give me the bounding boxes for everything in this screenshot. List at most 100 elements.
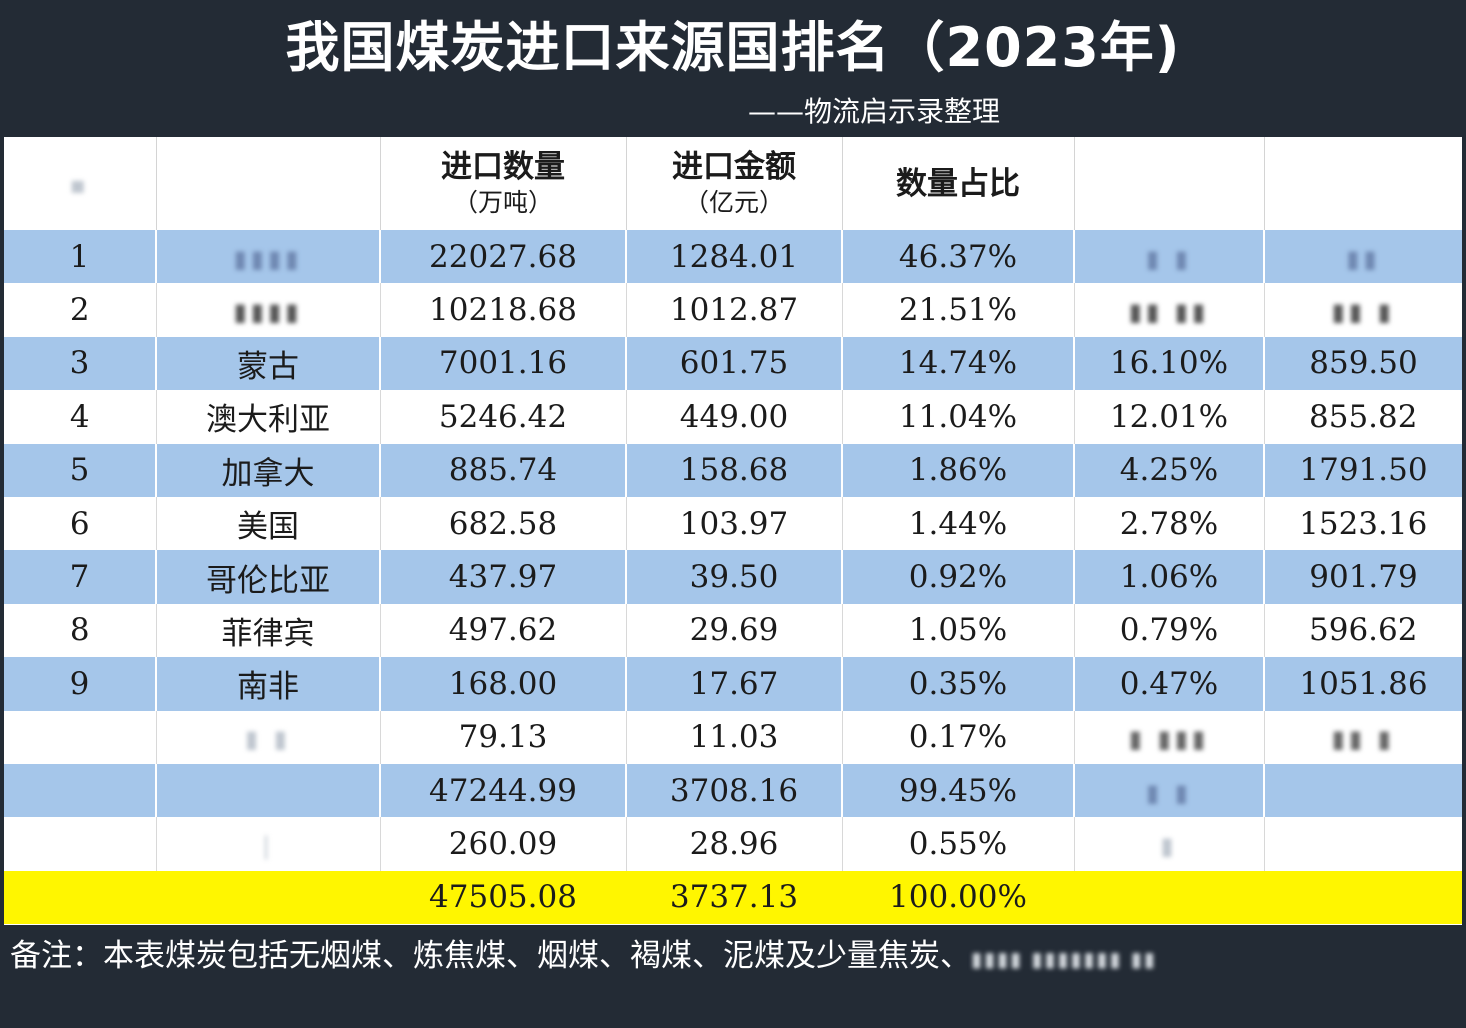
- col6-cell: 1.06%: [1073, 550, 1264, 604]
- col7-cell: 859.50: [1263, 336, 1462, 391]
- table-row: ▮ ▮ 79.13 11.03 0.17% ▮ ▮▮▮ ▮▮ ▮: [4, 710, 1462, 764]
- share-cell: 0.55%: [841, 817, 1074, 871]
- col7-cell: [1263, 817, 1462, 871]
- table-row: 6 美国 682.58 103.97 1.44% 2.78% 1523.16: [4, 496, 1462, 551]
- col7-cell: 855.82: [1263, 390, 1462, 444]
- col6-cell-redacted: ▮ ▮▮▮: [1073, 710, 1264, 764]
- table-row: 3 蒙古 7001.16 601.75 14.74% 16.10% 859.50: [4, 336, 1462, 391]
- country-cell: 南非: [155, 657, 380, 711]
- quantity-cell: 47244.99: [379, 763, 626, 818]
- share-cell: 0.35%: [841, 657, 1074, 711]
- amount-cell: 1284.01: [625, 230, 842, 284]
- rank-cell: [4, 763, 156, 818]
- page-title: 我国煤炭进口来源国排名（2023年): [285, 16, 1181, 79]
- total-label-cell: [156, 870, 380, 925]
- col7-cell: 901.79: [1263, 550, 1462, 604]
- country-cell-redacted: ▮▮▮▮: [155, 283, 380, 337]
- header-quantity-label: 进口数量: [441, 148, 565, 185]
- country-cell: 哥伦比亚: [155, 550, 380, 604]
- redacted-text: ▮: [1160, 831, 1178, 860]
- redacted-text: ▮▮ ▮: [1331, 298, 1395, 327]
- quantity-cell: 5246.42: [379, 390, 626, 444]
- col6-cell: 16.10%: [1073, 336, 1264, 391]
- redacted-text: ▮ ▮: [1145, 244, 1193, 273]
- rank-cell: 4: [4, 390, 156, 444]
- col7-cell: 1523.16: [1263, 496, 1462, 551]
- coal-import-table-container: ▪ 进口数量 （万吨） 进口金额 （亿元） 数量占比: [4, 137, 1462, 925]
- redacted-text: ▮▮: [1346, 244, 1381, 273]
- total-col6-cell: [1074, 870, 1264, 925]
- total-col7-cell: [1264, 870, 1462, 925]
- header-amount: 进口金额 （亿元）: [625, 137, 842, 230]
- rank-cell: 3: [4, 336, 156, 391]
- header-amount-label: 进口金额: [672, 148, 796, 185]
- total-row: 47505.08 3737.13 100.00%: [4, 870, 1462, 925]
- quantity-cell: 168.00: [379, 657, 626, 711]
- header-amount-unit: （亿元）: [683, 187, 784, 217]
- country-cell-redacted: |: [155, 817, 380, 871]
- table-row: 7 哥伦比亚 437.97 39.50 0.92% 1.06% 901.79: [4, 550, 1462, 604]
- country-cell: 澳大利亚: [155, 390, 380, 444]
- table-row: | 260.09 28.96 0.55% ▮: [4, 817, 1462, 871]
- amount-cell: 158.68: [625, 443, 842, 497]
- footnote-text: 备注：本表煤炭包括无烟煤、炼焦煤、烟煤、褐煤、泥煤及少量焦炭、: [10, 938, 971, 974]
- share-cell: 0.17%: [841, 710, 1074, 764]
- col6-cell: 2.78%: [1073, 496, 1264, 551]
- col6-cell: 12.01%: [1073, 390, 1264, 444]
- header-rank: ▪: [4, 137, 156, 230]
- share-cell: 1.86%: [841, 443, 1074, 497]
- quantity-cell: 437.97: [379, 550, 626, 604]
- col7-cell: 1051.86: [1263, 657, 1462, 711]
- col7-cell: 1791.50: [1263, 443, 1462, 497]
- quantity-cell: 497.62: [379, 603, 626, 658]
- col6-cell-redacted: ▮▮ ▮▮: [1073, 283, 1264, 337]
- col7-cell-redacted: ▮▮ ▮: [1263, 710, 1462, 764]
- header-share: 数量占比: [841, 137, 1074, 230]
- col6-cell-redacted: ▮ ▮: [1073, 763, 1264, 818]
- header-share-label: 数量占比: [896, 165, 1020, 202]
- header-col6: [1073, 137, 1264, 230]
- amount-cell: 3708.16: [625, 763, 842, 818]
- redacted-text: ▮▮▮▮: [233, 244, 303, 273]
- col6-cell: 0.79%: [1073, 603, 1264, 658]
- quantity-cell: 10218.68: [379, 283, 626, 337]
- table-row: 47244.99 3708.16 99.45% ▮ ▮: [4, 763, 1462, 818]
- table-row: 5 加拿大 885.74 158.68 1.86% 4.25% 1791.50: [4, 443, 1462, 497]
- page-subtitle: ——物流启示录整理: [748, 95, 1001, 128]
- quantity-cell: 79.13: [379, 710, 626, 764]
- col6-cell: 4.25%: [1073, 443, 1264, 497]
- amount-cell: 1012.87: [625, 283, 842, 337]
- rank-cell: 7: [4, 550, 156, 604]
- country-cell: [155, 763, 380, 818]
- rank-cell: [4, 817, 156, 871]
- header-col7: [1263, 137, 1462, 230]
- table-row: 1 ▮▮▮▮ 22027.68 1284.01 46.37% ▮ ▮ ▮▮: [4, 230, 1462, 284]
- amount-cell: 449.00: [625, 390, 842, 444]
- share-cell: 1.05%: [841, 603, 1074, 658]
- amount-cell: 601.75: [625, 336, 842, 391]
- total-amount-cell: 3737.13: [626, 870, 842, 925]
- rank-cell: 9: [4, 657, 156, 711]
- rank-cell: 2: [4, 283, 156, 337]
- redacted-text: ▮▮ ▮▮: [1128, 298, 1210, 327]
- rank-cell: 5: [4, 443, 156, 497]
- amount-cell: 17.67: [625, 657, 842, 711]
- quantity-cell: 7001.16: [379, 336, 626, 391]
- rank-cell: 8: [4, 603, 156, 658]
- col7-cell-redacted: ▮▮ ▮: [1263, 283, 1462, 337]
- rank-cell: 1: [4, 230, 156, 284]
- header-quantity-unit: （万吨）: [452, 187, 553, 217]
- redacted-text: ▮ ▮▮▮: [1128, 725, 1210, 754]
- share-cell: 0.92%: [841, 550, 1074, 604]
- amount-cell: 103.97: [625, 496, 842, 551]
- table-row: 4 澳大利亚 5246.42 449.00 11.04% 12.01% 855.…: [4, 390, 1462, 444]
- amount-cell: 28.96: [625, 817, 842, 871]
- country-cell: 加拿大: [155, 443, 380, 497]
- share-cell: 14.74%: [841, 336, 1074, 391]
- footnote: 备注：本表煤炭包括无烟煤、炼焦煤、烟煤、褐煤、泥煤及少量焦炭、▮▮▮▮ ▮▮▮▮…: [10, 930, 1460, 986]
- amount-cell: 39.50: [625, 550, 842, 604]
- redacted-text: ▮▮ ▮: [1331, 725, 1395, 754]
- col6-cell: 0.47%: [1073, 657, 1264, 711]
- share-cell: 21.51%: [841, 283, 1074, 337]
